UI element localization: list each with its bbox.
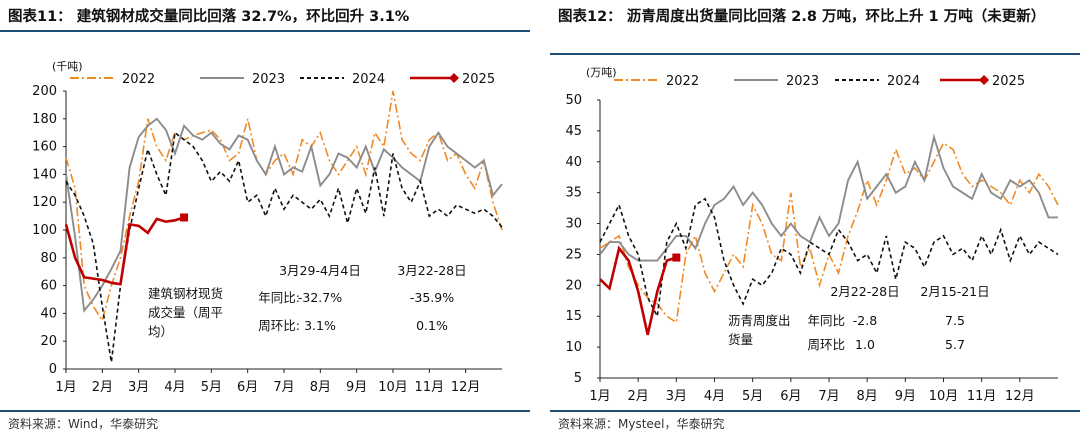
legend-label-2022: 2022 (122, 72, 155, 87)
y-tick-label: 45 (565, 124, 582, 139)
x-tick-label: 5月 (742, 389, 763, 404)
annotation-row-prev: -35.9% (410, 290, 454, 305)
y-tick-label: 35 (565, 186, 582, 201)
annotation-label: 沥青周度出货量 (728, 313, 791, 347)
y-tick-label: 15 (565, 309, 582, 324)
annotation-row-prev: 0.1% (416, 318, 448, 333)
source-note: 资料来源：Mysteel，华泰研究 (558, 417, 725, 431)
x-tick-label: 2月 (628, 389, 649, 404)
legend-label-2023: 2023 (786, 74, 819, 89)
x-tick-label: 7月 (273, 380, 294, 395)
annotation-row-name: 年同比 (807, 313, 845, 328)
y-tick-label: 20 (565, 278, 582, 293)
series-line-2022 (65, 90, 503, 323)
legend-label-2025: 2025 (992, 74, 1025, 89)
series-end-marker-2025 (672, 253, 681, 262)
y-tick-label: 30 (565, 217, 582, 232)
legend-label-2022: 2022 (666, 74, 699, 89)
legend-label-2024: 2024 (352, 72, 385, 87)
annotation-row-current: -32.7% (298, 290, 342, 305)
x-tick-label: 10月 (378, 380, 408, 395)
annotation-row-prev: 7.5 (945, 313, 965, 328)
footer-rule (550, 410, 1080, 412)
y-tick-label: 50 (565, 93, 582, 108)
y-tick-label: 180 (32, 112, 57, 127)
title-rule (0, 30, 530, 32)
y-tick-label: 80 (40, 251, 57, 266)
chart-panel-steel: 图表11： 建筑钢材成交量同比回落 32.7%，环比回升 3.1% 0 20 40 6… (0, 0, 530, 444)
x-tick-label: 3月 (128, 380, 149, 395)
annotation-label: 建筑钢材现货成交量（周平均） (148, 286, 223, 339)
legend-label-2023: 2023 (252, 72, 285, 87)
annotation-row-current: -2.8 (853, 313, 877, 328)
x-tick-label: 4月 (164, 380, 185, 395)
annotation-row-current: 1.0 (855, 337, 875, 352)
x-tick-label: 5月 (201, 380, 222, 395)
x-tick-label: 12月 (1005, 389, 1035, 404)
x-tick-label: 4月 (704, 389, 725, 404)
chart-title: 图表11： 建筑钢材成交量同比回落 32.7%，环比回升 3.1% (8, 9, 410, 25)
x-tick-label: 9月 (346, 380, 367, 395)
legend-marker-2025 (979, 75, 989, 85)
x-tick-label: 8月 (857, 389, 878, 404)
y-tick-label: 10 (565, 340, 582, 355)
y-tick-label: 5 (574, 371, 582, 386)
x-tick-label: 11月 (967, 389, 997, 404)
y-tick-label: 0 (49, 362, 57, 377)
series-line-2025 (599, 245, 677, 336)
series-end-marker-2025 (180, 213, 189, 222)
x-tick-label: 1月 (589, 389, 610, 404)
x-tick-label: 10月 (929, 389, 959, 404)
series-line-2025 (64, 216, 185, 286)
source-note: 资料来源：Wind，华泰研究 (8, 417, 159, 431)
x-tick-label: 9月 (895, 389, 916, 404)
y-tick-label: 200 (32, 84, 57, 99)
y-axis-label: (千吨) (52, 60, 83, 73)
chart-panel-asphalt: 图表12： 沥青周度出货量同比回落 2.8 万吨，环比上升 1 万吨（未更新） … (550, 0, 1080, 444)
y-tick-label: 140 (32, 167, 57, 182)
y-tick-label: 160 (32, 140, 57, 155)
series-line-2024 (599, 197, 1059, 319)
series-line-2024 (65, 131, 503, 363)
annotation-period-prev: 2月15-21日 (920, 284, 989, 299)
annotation-row-name: 周环比 (807, 337, 845, 352)
legend-label-2024: 2024 (887, 74, 920, 89)
x-tick-label: 3月 (666, 389, 687, 404)
y-tick-label: 120 (32, 195, 57, 210)
x-tick-label: 2月 (92, 380, 113, 395)
annotation-row-name: 年同比: (258, 290, 300, 305)
x-tick-label: 6月 (237, 380, 258, 395)
chart-title: 图表12： 沥青周度出货量同比回落 2.8 万吨，环比上升 1 万吨（未更新） (558, 9, 1046, 25)
x-tick-label: 8月 (310, 380, 331, 395)
legend-label-2025: 2025 (462, 72, 495, 87)
y-tick-label: 60 (40, 279, 57, 294)
x-tick-label: 1月 (55, 380, 76, 395)
x-tick-label: 7月 (818, 389, 839, 404)
x-tick-label: 6月 (780, 389, 801, 404)
y-tick-label: 25 (565, 247, 582, 262)
footer-rule (0, 410, 530, 412)
y-tick-label: 40 (565, 155, 582, 170)
legend-marker-2025 (449, 73, 459, 83)
y-axis-label: (万吨) (586, 66, 617, 79)
x-tick-label: 11月 (415, 380, 445, 395)
annotation-period-current: 2月22-28日 (830, 284, 899, 299)
y-tick-label: 100 (32, 223, 57, 238)
series-line-2023 (599, 133, 1058, 262)
annotation-row-prev: 5.7 (945, 337, 965, 352)
x-tick-label: 12月 (451, 380, 481, 395)
title-rule (550, 53, 1080, 55)
y-tick-label: 20 (40, 334, 57, 349)
series-line-2023 (65, 117, 503, 313)
annotation-period-prev: 3月22-28日 (397, 263, 466, 278)
chart-canvas: 0 20 40 60 80 100 120 140 160 180 200 (千吨) 1月 2月 3月 4月 5… (32, 60, 503, 395)
annotation-row-current: 3.1% (304, 318, 336, 333)
y-tick-label: 40 (40, 306, 57, 321)
annotation-period-current: 3月29-4月4日 (279, 263, 361, 278)
annotation-row-name: 周环比: (258, 318, 300, 333)
